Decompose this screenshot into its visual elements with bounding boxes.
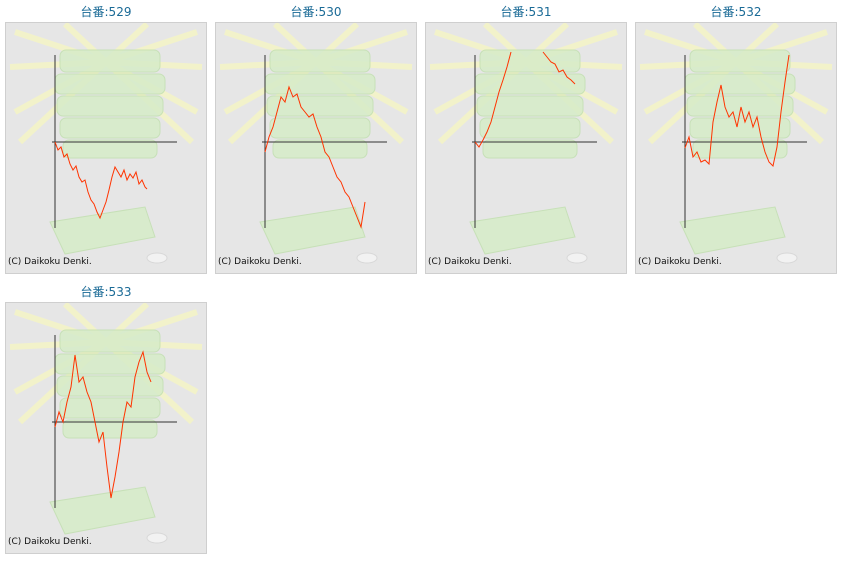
data-line <box>264 85 366 229</box>
chart-panel: (C) Daikoku Denki. <box>5 302 207 554</box>
panel-title: 台番:533 <box>81 284 132 299</box>
panel-title: 台番:529 <box>81 4 132 19</box>
data-line <box>684 54 790 168</box>
chart-panel: (C) Daikoku Denki. <box>425 22 627 274</box>
chart-panel: (C) Daikoku Denki. <box>635 22 837 274</box>
data-line <box>54 350 152 499</box>
panel-background <box>5 302 207 554</box>
data-line <box>474 51 576 148</box>
panel-background <box>215 22 417 274</box>
copyright: (C) Daikoku Denki. <box>428 257 512 267</box>
chart-panel: (C) Daikoku Denki. <box>5 22 207 274</box>
panel-title: 台番:531 <box>501 4 552 19</box>
copyright: (C) Daikoku Denki. <box>8 257 92 267</box>
copyright: (C) Daikoku Denki. <box>638 257 722 267</box>
chart-panel: (C) Daikoku Denki. <box>215 22 417 274</box>
data-line <box>54 141 148 220</box>
panel-background <box>635 22 837 274</box>
copyright: (C) Daikoku Denki. <box>8 537 92 547</box>
panel-background <box>5 22 207 274</box>
panel-title: 台番:532 <box>711 4 762 19</box>
copyright: (C) Daikoku Denki. <box>218 257 302 267</box>
panel-background <box>425 22 627 274</box>
panel-title: 台番:530 <box>291 4 342 19</box>
